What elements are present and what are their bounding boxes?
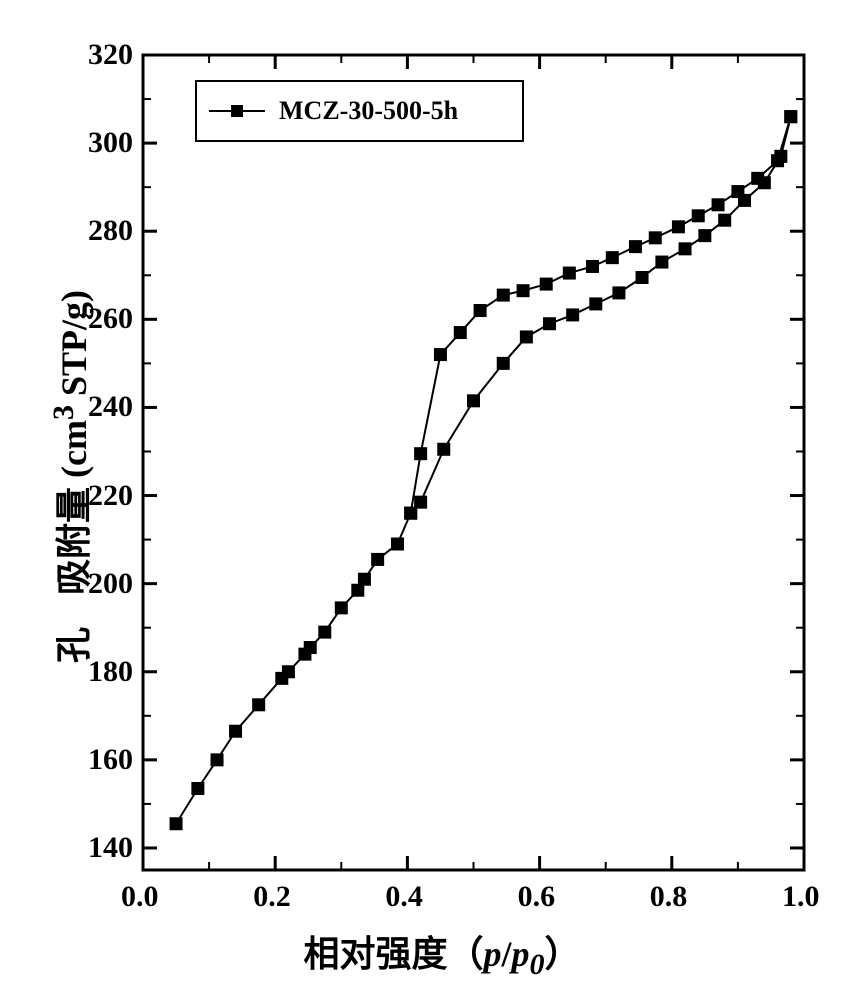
y-tick-label: 200	[88, 567, 133, 601]
series-marker	[613, 287, 625, 299]
y-tick-label: 260	[88, 302, 133, 336]
series-marker	[438, 443, 450, 455]
series-marker	[253, 699, 265, 711]
x-tick-label: 0.0	[121, 880, 159, 914]
x-axis-label-sub: 0	[530, 948, 545, 981]
x-tick-label: 0.8	[650, 880, 688, 914]
y-axis-label: 孔 吸附量 (cm3 STP/g)	[45, 290, 97, 663]
series-marker	[563, 267, 575, 279]
series-marker	[590, 298, 602, 310]
series-marker	[454, 327, 466, 339]
series-marker	[468, 395, 480, 407]
series-marker	[415, 496, 427, 508]
series-marker	[497, 357, 509, 369]
y-tick-label: 240	[88, 390, 133, 424]
series-marker	[567, 309, 579, 321]
x-tick-label: 0.4	[385, 880, 423, 914]
series-marker	[352, 584, 364, 596]
x-tick-label: 0.6	[518, 880, 556, 914]
series-marker	[712, 199, 724, 211]
series-line-desorption	[411, 117, 791, 513]
series-marker	[699, 230, 711, 242]
series-marker	[540, 278, 552, 290]
legend: MCZ-30-500-5h	[195, 80, 524, 142]
chart-root: MCZ-30-500-5h 孔 吸附量 (cm3 STP/g) 相对强度（p/p…	[0, 0, 849, 1000]
series-marker	[606, 252, 618, 264]
series-marker	[752, 172, 764, 184]
y-tick-label: 280	[88, 214, 133, 248]
series-line-adsorption	[176, 117, 791, 824]
series-marker	[358, 573, 370, 585]
legend-marker	[231, 105, 243, 117]
x-axis-label-p2: p	[512, 934, 530, 974]
series-marker	[679, 243, 691, 255]
y-tick-label: 180	[88, 655, 133, 689]
series-marker	[517, 285, 529, 297]
series-marker	[304, 642, 316, 654]
series-marker	[649, 232, 661, 244]
series-marker	[656, 256, 668, 268]
x-tick-label: 1.0	[782, 880, 820, 914]
series-marker	[434, 349, 446, 361]
series-marker	[785, 111, 797, 123]
series-marker	[672, 221, 684, 233]
series-marker	[282, 666, 294, 678]
series-marker	[474, 305, 486, 317]
y-axis-label-sup: 3	[47, 405, 80, 420]
y-tick-label: 320	[88, 38, 133, 72]
x-axis-label: 相对强度（p/p0）	[304, 925, 581, 982]
legend-glyph	[209, 82, 279, 140]
series-marker	[230, 725, 242, 737]
series-marker	[170, 818, 182, 830]
series-marker	[391, 538, 403, 550]
series-marker	[372, 553, 384, 565]
x-axis-label-slash: /	[502, 934, 512, 974]
series-marker	[211, 754, 223, 766]
y-tick-label: 160	[88, 743, 133, 777]
plot-frame	[143, 55, 804, 870]
series-marker	[629, 241, 641, 253]
series-marker	[415, 448, 427, 460]
legend-label: MCZ-30-500-5h	[279, 96, 458, 126]
series-marker	[335, 602, 347, 614]
series-marker	[732, 186, 744, 198]
x-axis-label-prefix: 相对强度（	[304, 934, 484, 974]
series-marker	[692, 210, 704, 222]
series-marker	[719, 214, 731, 226]
y-tick-label: 300	[88, 126, 133, 160]
x-tick-label: 0.2	[253, 880, 291, 914]
series-marker	[520, 331, 532, 343]
series-marker	[544, 318, 556, 330]
series-marker	[405, 507, 417, 519]
y-tick-label: 140	[88, 831, 133, 865]
series-marker	[636, 271, 648, 283]
y-tick-label: 220	[88, 479, 133, 513]
x-axis-label-suffix: ）	[545, 934, 581, 974]
x-axis-label-p1: p	[484, 934, 502, 974]
series-marker	[586, 260, 598, 272]
series-marker	[192, 783, 204, 795]
series-marker	[319, 626, 331, 638]
series-marker	[497, 289, 509, 301]
series-marker	[772, 155, 784, 167]
